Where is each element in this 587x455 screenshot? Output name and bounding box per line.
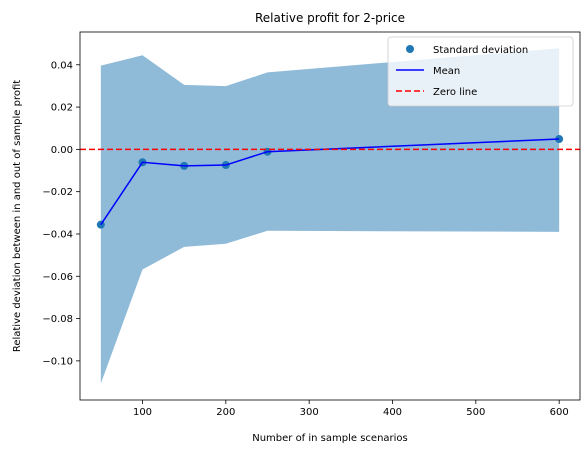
y-tick-label: −0.04: [42, 229, 73, 240]
legend-label: Standard deviation: [433, 45, 528, 56]
y-tick-label: 0.04: [51, 60, 73, 71]
x-tick-label: 500: [466, 407, 485, 418]
chart-title: Relative profit for 2-price: [255, 11, 405, 25]
y-tick-label: 0.00: [51, 145, 73, 156]
x-tick-label: 100: [133, 407, 152, 418]
legend-label: Mean: [433, 66, 460, 77]
x-tick-label: 300: [300, 407, 319, 418]
y-axis-label: Relative deviation between in and out of…: [12, 80, 23, 352]
y-tick-label: −0.08: [42, 314, 73, 325]
x-tick-label: 400: [383, 407, 402, 418]
plot-area: 100 200 300 400 500 600 −0.10 −0.08 −0.06 −0.04 −0…: [42, 31, 581, 418]
x-tick-label: 200: [216, 407, 235, 418]
y-tick-label: −0.10: [42, 356, 73, 367]
plot-frame: [79, 31, 581, 401]
x-tick-label: 600: [550, 407, 569, 418]
legend-label: Zero line: [433, 87, 477, 98]
legend-box: [387, 36, 574, 107]
legend: Standard deviation Mean Zero line: [387, 36, 574, 107]
legend-marker-std: [406, 45, 414, 53]
y-tick-label: −0.06: [42, 272, 73, 283]
y-tick-label: −0.02: [42, 187, 73, 198]
y-tick-label: 0.02: [51, 103, 73, 114]
x-axis-label: Number of in sample scenarios: [252, 433, 408, 444]
std-band: [100, 48, 560, 384]
